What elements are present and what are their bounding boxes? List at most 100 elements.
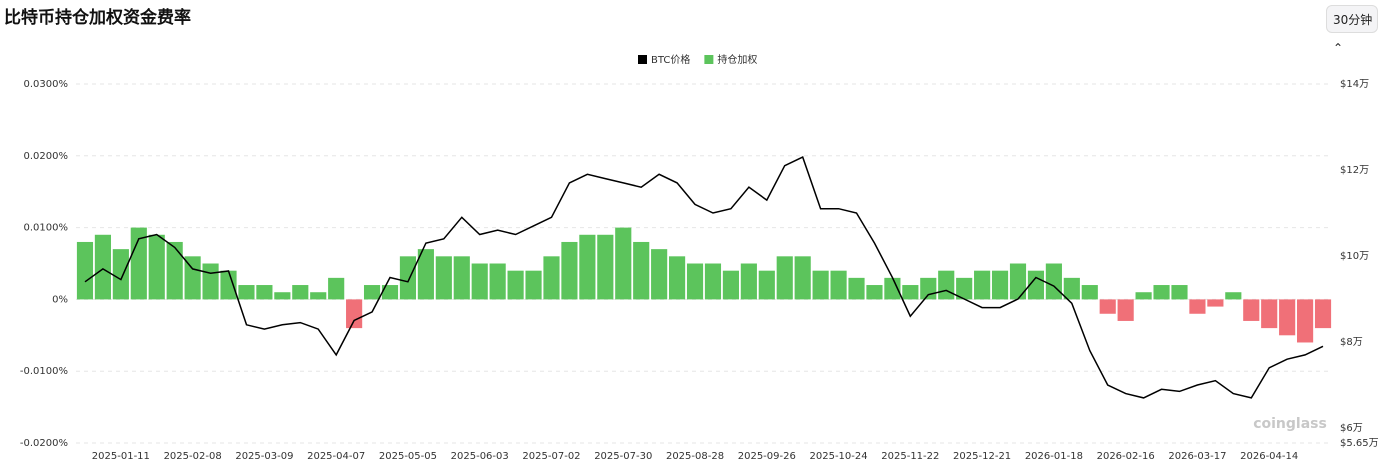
y2-tick-label: $8万 bbox=[1340, 337, 1363, 348]
bar bbox=[220, 270, 237, 300]
bar bbox=[471, 263, 488, 300]
bar bbox=[1117, 299, 1134, 321]
bar bbox=[1081, 285, 1098, 300]
bar bbox=[130, 227, 147, 300]
x-tick-label: 2025-03-09 bbox=[235, 451, 293, 462]
x-tick-label: 2026-01-18 bbox=[1025, 451, 1083, 462]
x-tick-label: 2025-04-07 bbox=[307, 451, 365, 462]
y2-tick-label: $14万 bbox=[1340, 79, 1369, 90]
x-tick-label: 2025-12-21 bbox=[953, 451, 1011, 462]
bar bbox=[238, 285, 255, 300]
bar bbox=[381, 285, 399, 300]
bar bbox=[256, 285, 273, 300]
bar bbox=[543, 256, 560, 300]
bar bbox=[866, 285, 883, 300]
bar bbox=[938, 270, 955, 300]
bar bbox=[202, 263, 219, 300]
x-tick-label: 2025-09-26 bbox=[738, 451, 796, 462]
bar bbox=[1189, 299, 1206, 314]
y-tick-label: -0.0100% bbox=[20, 366, 68, 377]
y-tick-label: -0.0200% bbox=[20, 438, 68, 449]
bar bbox=[597, 234, 614, 300]
bar bbox=[794, 256, 811, 300]
bar bbox=[1297, 299, 1314, 343]
x-tick-label: 2026-03-17 bbox=[1168, 451, 1226, 462]
bar bbox=[633, 241, 650, 300]
bar bbox=[920, 277, 937, 300]
bar bbox=[148, 234, 165, 300]
bar bbox=[346, 299, 363, 329]
bar bbox=[974, 270, 991, 300]
bar bbox=[740, 263, 757, 300]
bar bbox=[1099, 299, 1116, 314]
x-tick-label: 2025-07-02 bbox=[522, 451, 580, 462]
bar bbox=[417, 249, 434, 300]
x-tick-label: 2026-04-14 bbox=[1240, 451, 1298, 462]
bar bbox=[1027, 270, 1045, 300]
bar bbox=[1009, 263, 1027, 300]
legend-label: BTC价格 bbox=[651, 53, 690, 66]
interval-label: 30分钟 bbox=[1333, 13, 1373, 27]
bar bbox=[1063, 277, 1080, 300]
bar bbox=[292, 285, 309, 300]
legend-swatch bbox=[638, 55, 647, 64]
bar bbox=[902, 285, 919, 300]
y2-tick-label: $10万 bbox=[1340, 251, 1369, 262]
bar bbox=[435, 256, 452, 300]
bar bbox=[776, 256, 793, 300]
x-tick-label: 2025-07-30 bbox=[594, 451, 652, 462]
bar bbox=[399, 256, 417, 300]
bar bbox=[94, 234, 111, 300]
y2-tick-label: $5.65万 bbox=[1340, 438, 1379, 449]
bar bbox=[1135, 292, 1152, 300]
x-tick-label: 2026-02-16 bbox=[1097, 451, 1155, 462]
x-tick-label: 2025-08-28 bbox=[666, 451, 724, 462]
y-tick-label: 0.0200% bbox=[24, 151, 69, 162]
bar bbox=[758, 270, 775, 300]
interval-select[interactable]: 30分钟 ⌃ bbox=[1326, 5, 1378, 55]
y-tick-label: 0.0300% bbox=[24, 79, 69, 90]
x-tick-label: 2025-01-11 bbox=[92, 451, 150, 462]
bar bbox=[1225, 292, 1242, 300]
bar bbox=[453, 256, 470, 300]
bar bbox=[274, 292, 291, 300]
bar bbox=[1261, 299, 1278, 329]
x-tick-label: 2025-06-03 bbox=[451, 451, 509, 462]
bar bbox=[1171, 285, 1188, 300]
x-tick-label: 2025-05-05 bbox=[379, 451, 437, 462]
bar bbox=[525, 270, 542, 300]
bar bbox=[363, 285, 381, 300]
bar bbox=[328, 277, 345, 300]
watermark: coinglass bbox=[1253, 416, 1327, 432]
bar bbox=[184, 256, 201, 300]
bar bbox=[722, 270, 739, 300]
bar bbox=[651, 249, 668, 300]
bar bbox=[1243, 299, 1260, 321]
bar bbox=[489, 263, 506, 300]
x-tick-label: 2025-02-08 bbox=[164, 451, 222, 462]
legend-label: 持仓加权 bbox=[717, 53, 757, 66]
bar bbox=[579, 234, 596, 300]
bar bbox=[615, 227, 632, 300]
bar bbox=[1207, 299, 1224, 307]
y-tick-label: 0% bbox=[52, 294, 68, 305]
bar bbox=[956, 277, 973, 300]
chart-title: 比特币持仓加权资金费率 bbox=[4, 7, 191, 28]
bar bbox=[704, 263, 722, 300]
bar bbox=[1279, 299, 1296, 336]
bar bbox=[310, 292, 327, 300]
bar bbox=[112, 249, 129, 300]
legend-swatch bbox=[704, 55, 714, 64]
bar bbox=[76, 241, 94, 300]
bar bbox=[848, 277, 865, 300]
bar bbox=[812, 270, 829, 300]
bar bbox=[686, 263, 704, 300]
bar bbox=[884, 277, 901, 300]
bar bbox=[1153, 285, 1170, 300]
bar bbox=[561, 241, 578, 300]
bar bbox=[166, 241, 183, 300]
bar bbox=[507, 270, 524, 300]
x-tick-label: 2025-11-22 bbox=[881, 451, 939, 462]
